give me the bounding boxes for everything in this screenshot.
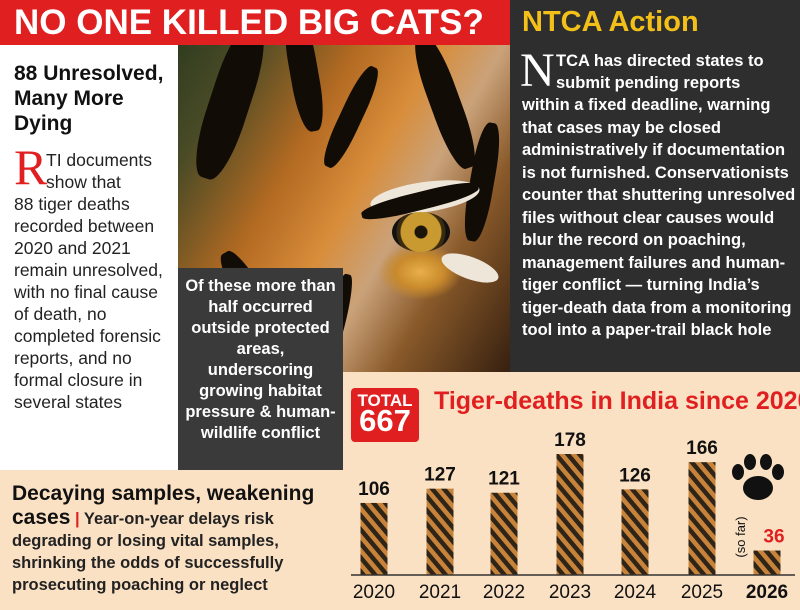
left-panel-heading: 88 Unresolved, Many More Dying bbox=[14, 62, 164, 135]
decay-separator: | bbox=[75, 510, 80, 528]
value-label-2023: 178 bbox=[554, 430, 586, 451]
tiger-deaths-chart: 106 2020 127 2021 121 2022 178 2023 126 2024 166 20… bbox=[351, 430, 795, 603]
value-label-2024: 126 bbox=[619, 465, 651, 486]
left-body-rest: 88 tiger deaths recorded between 2020 an… bbox=[14, 194, 163, 412]
decaying-samples-box: Decaying samples, weakening cases | Year… bbox=[0, 470, 343, 610]
left-dropcap: R bbox=[14, 139, 48, 195]
value-label-2020: 106 bbox=[358, 479, 390, 500]
headline: NO ONE KILLED BIG CATS? bbox=[14, 3, 484, 42]
chart-title: Tiger-deaths in India since 2020 bbox=[434, 387, 800, 415]
left-body-first: TI documents show that bbox=[46, 150, 153, 192]
total-badge: TOTAL 667 bbox=[351, 388, 419, 442]
bar-2023 bbox=[556, 454, 584, 575]
value-label-2022: 121 bbox=[488, 469, 520, 490]
bar-2025 bbox=[688, 462, 716, 575]
value-label-2025: 166 bbox=[686, 438, 718, 459]
headline-bar: NO ONE KILLED BIG CATS? bbox=[0, 0, 510, 45]
tick-label-2023: 2023 bbox=[549, 582, 591, 603]
tick-label-2020: 2020 bbox=[353, 582, 395, 603]
tick-label-2022: 2022 bbox=[483, 582, 525, 603]
callout-text: Of these more than half occurred outside… bbox=[185, 277, 336, 442]
decay-heading: Decaying samples, weakening cases bbox=[12, 482, 315, 529]
total-value: 667 bbox=[359, 403, 411, 438]
tick-label-2025: 2025 bbox=[681, 582, 723, 603]
value-label-2021: 127 bbox=[424, 465, 456, 486]
ntca-panel: NTCA Action N TCA has directed states to… bbox=[510, 0, 800, 372]
bar-2026 bbox=[753, 550, 781, 575]
left-panel: 88 Unresolved, Many More Dying R TI docu… bbox=[0, 45, 178, 470]
bar-2024 bbox=[621, 489, 649, 575]
bar-2020 bbox=[360, 502, 388, 575]
paw-icon bbox=[732, 454, 784, 500]
ntca-first-line: TCA has directed states to submit pendin… bbox=[556, 52, 764, 92]
bar-2022 bbox=[490, 492, 518, 575]
tick-label-2024: 2024 bbox=[614, 582, 657, 603]
total-label: TOTAL bbox=[357, 391, 413, 410]
decay-body: Year-on-year delays risk degrading or lo… bbox=[12, 510, 284, 594]
tick-label-2021: 2021 bbox=[419, 582, 461, 603]
value-label-2026: 36 bbox=[763, 527, 784, 548]
outside-protected-callout: Of these more than half occurred outside… bbox=[178, 268, 343, 470]
so-far-note: (so far) bbox=[733, 516, 748, 557]
tick-label-2026: 2026 bbox=[746, 582, 788, 603]
ntca-body: within a fixed deadline, warning that ca… bbox=[522, 96, 796, 339]
ntca-title: NTCA Action bbox=[522, 6, 699, 38]
ntca-dropcap: N bbox=[520, 44, 555, 97]
bar-2021 bbox=[426, 488, 454, 575]
